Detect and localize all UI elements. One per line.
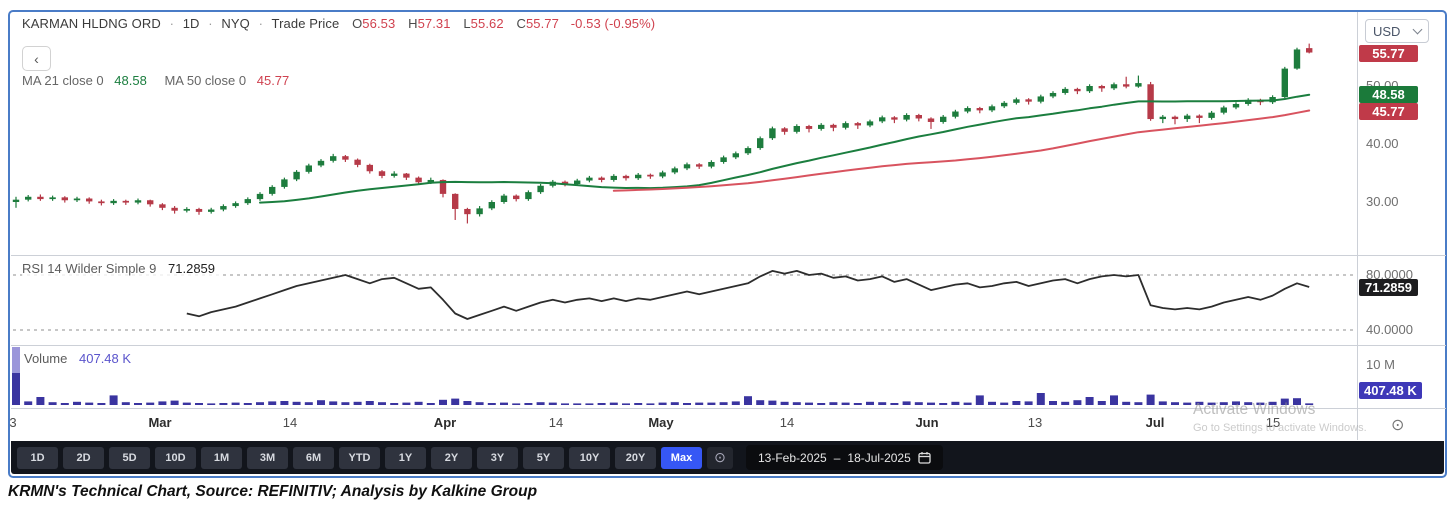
time-axis-label: Jun xyxy=(915,415,939,430)
time-axis-label: 15 xyxy=(1265,415,1281,430)
range-button-10y[interactable]: 10Y xyxy=(569,446,610,469)
figure-caption: KRMN's Technical Chart, Source: REFINITI… xyxy=(8,483,538,500)
rsi-legend[interactable]: RSI 14 Wilder Simple 9 71.2859 xyxy=(22,261,220,276)
date-range-end: 18-Jul-2025 xyxy=(847,450,911,465)
close-label: C xyxy=(516,16,526,31)
range-button-2y[interactable]: 2Y xyxy=(431,446,472,469)
volume-tick-label: 10 M xyxy=(1366,357,1395,372)
collapse-panel-button[interactable]: ‹ xyxy=(22,46,51,71)
exchange-label: NYQ xyxy=(221,16,250,31)
time-axis-label: 14 xyxy=(779,415,795,430)
change-value: -0.53 (-0.95%) xyxy=(570,16,656,31)
chart-header: KARMAN HLDNG ORD · 1D · NYQ · Trade Pric… xyxy=(22,16,655,31)
chevron-left-icon: ‹ xyxy=(34,50,39,67)
range-toolbar: 1D 2D 5D 10D 1M 3M 6M YTD 1Y 2Y 3Y 5Y 10Y 20Y Max ⊙ 13… xyxy=(11,441,1444,474)
interval-label[interactable]: 1D xyxy=(182,16,200,31)
chevron-down-icon xyxy=(1412,24,1423,35)
range-button-1d[interactable]: 1D xyxy=(17,446,58,469)
target-icon: ⊙ xyxy=(714,449,726,465)
rsi-value-badge: 71.2859 xyxy=(1359,279,1418,296)
separator-dot: · xyxy=(208,16,213,31)
range-button-max[interactable]: Max xyxy=(661,446,702,469)
high-value: 57.31 xyxy=(417,16,451,31)
open-value: 56.53 xyxy=(362,16,396,31)
price-grid-label-40: 40.00 xyxy=(1366,136,1399,151)
ma21-axis-badge: 48.58 xyxy=(1359,86,1418,103)
low-value: 55.62 xyxy=(470,16,504,31)
range-button-3y[interactable]: 3Y xyxy=(477,446,518,469)
time-axis-label: May xyxy=(648,415,674,430)
close-value: 55.77 xyxy=(525,16,559,31)
scroll-to-recent-icon[interactable]: ⊙ xyxy=(1391,417,1405,434)
watermark-line2: Go to Settings to activate Windows. xyxy=(1193,422,1367,434)
series-label: Trade Price xyxy=(271,16,340,31)
time-axis-label: Apr xyxy=(433,415,457,430)
date-range-picker[interactable]: 13-Feb-2025 – 18-Jul-2025 xyxy=(746,445,943,470)
currency-dropdown[interactable]: USD xyxy=(1365,19,1429,43)
time-axis-label: Mar xyxy=(148,415,172,430)
date-range-start: 13-Feb-2025 xyxy=(758,450,827,465)
volume-label: Volume xyxy=(24,351,68,366)
separator-dot: · xyxy=(258,16,264,31)
ma50-axis-badge: 45.77 xyxy=(1359,103,1418,120)
range-button-10d[interactable]: 10D xyxy=(155,446,196,469)
calendar-icon xyxy=(918,452,931,464)
range-button-1m[interactable]: 1M xyxy=(201,446,242,469)
open-label: O xyxy=(352,16,363,31)
range-button-ytd[interactable]: YTD xyxy=(339,446,380,469)
range-button-20y[interactable]: 20Y xyxy=(615,446,656,469)
rsi-value: 71.2859 xyxy=(168,261,216,276)
chart-widget-frame xyxy=(8,10,1447,478)
activate-windows-watermark: Activate Windows Go to Settings to activ… xyxy=(1193,401,1367,434)
rsi-upper-label: 80.0000 xyxy=(1366,267,1413,282)
volume-value: 407.48 K xyxy=(79,351,132,366)
watermark-line1: Activate Windows xyxy=(1193,401,1316,418)
low-label: L xyxy=(463,16,471,31)
range-button-2d[interactable]: 2D xyxy=(63,446,104,469)
target-toolbar-button[interactable]: ⊙ xyxy=(707,446,733,469)
rsi-lower-label: 40.0000 xyxy=(1366,322,1413,337)
ma50-value: 45.77 xyxy=(256,73,290,88)
price-grid-label-30: 30.00 xyxy=(1366,194,1399,209)
range-button-6m[interactable]: 6M xyxy=(293,446,334,469)
time-axis-label: 14 xyxy=(548,415,564,430)
ma21-value: 48.58 xyxy=(114,73,147,88)
rsi-label: RSI 14 Wilder Simple 9 xyxy=(22,261,157,276)
range-buttons: 1D 2D 5D 10D 1M 3M 6M YTD 1Y 2Y 3Y 5Y 10Y 20Y Max xyxy=(17,446,702,469)
last-price-badge: 55.77 xyxy=(1359,45,1418,62)
ma21-label: MA 21 close 0 xyxy=(22,73,104,88)
symbol-title: KARMAN HLDNG ORD xyxy=(22,16,161,31)
ma50-label: MA 50 close 0 xyxy=(164,73,247,88)
range-button-1y[interactable]: 1Y xyxy=(385,446,426,469)
currency-value: USD xyxy=(1373,23,1401,39)
time-axis[interactable]: 3 Mar 14 Apr 14 May 14 Jun 13 Jul 15 xyxy=(0,415,1454,437)
date-range-dash: – xyxy=(833,450,841,465)
volume-legend[interactable]: Volume 407.48 K xyxy=(24,351,131,366)
time-axis-label: 14 xyxy=(282,415,298,430)
high-label: H xyxy=(408,16,418,31)
time-axis-label: 13 xyxy=(1027,415,1043,430)
range-button-3m[interactable]: 3M xyxy=(247,446,288,469)
time-axis-label: Jul xyxy=(1145,415,1165,430)
separator-dot: · xyxy=(169,16,174,31)
range-button-5d[interactable]: 5D xyxy=(109,446,150,469)
volume-value-badge: 407.48 K xyxy=(1359,382,1422,399)
time-axis-label: 3 xyxy=(9,415,17,430)
range-button-5y[interactable]: 5Y xyxy=(523,446,564,469)
ma-legend[interactable]: MA 21 close 0 48.58 MA 50 close 0 45.77 xyxy=(22,73,303,88)
